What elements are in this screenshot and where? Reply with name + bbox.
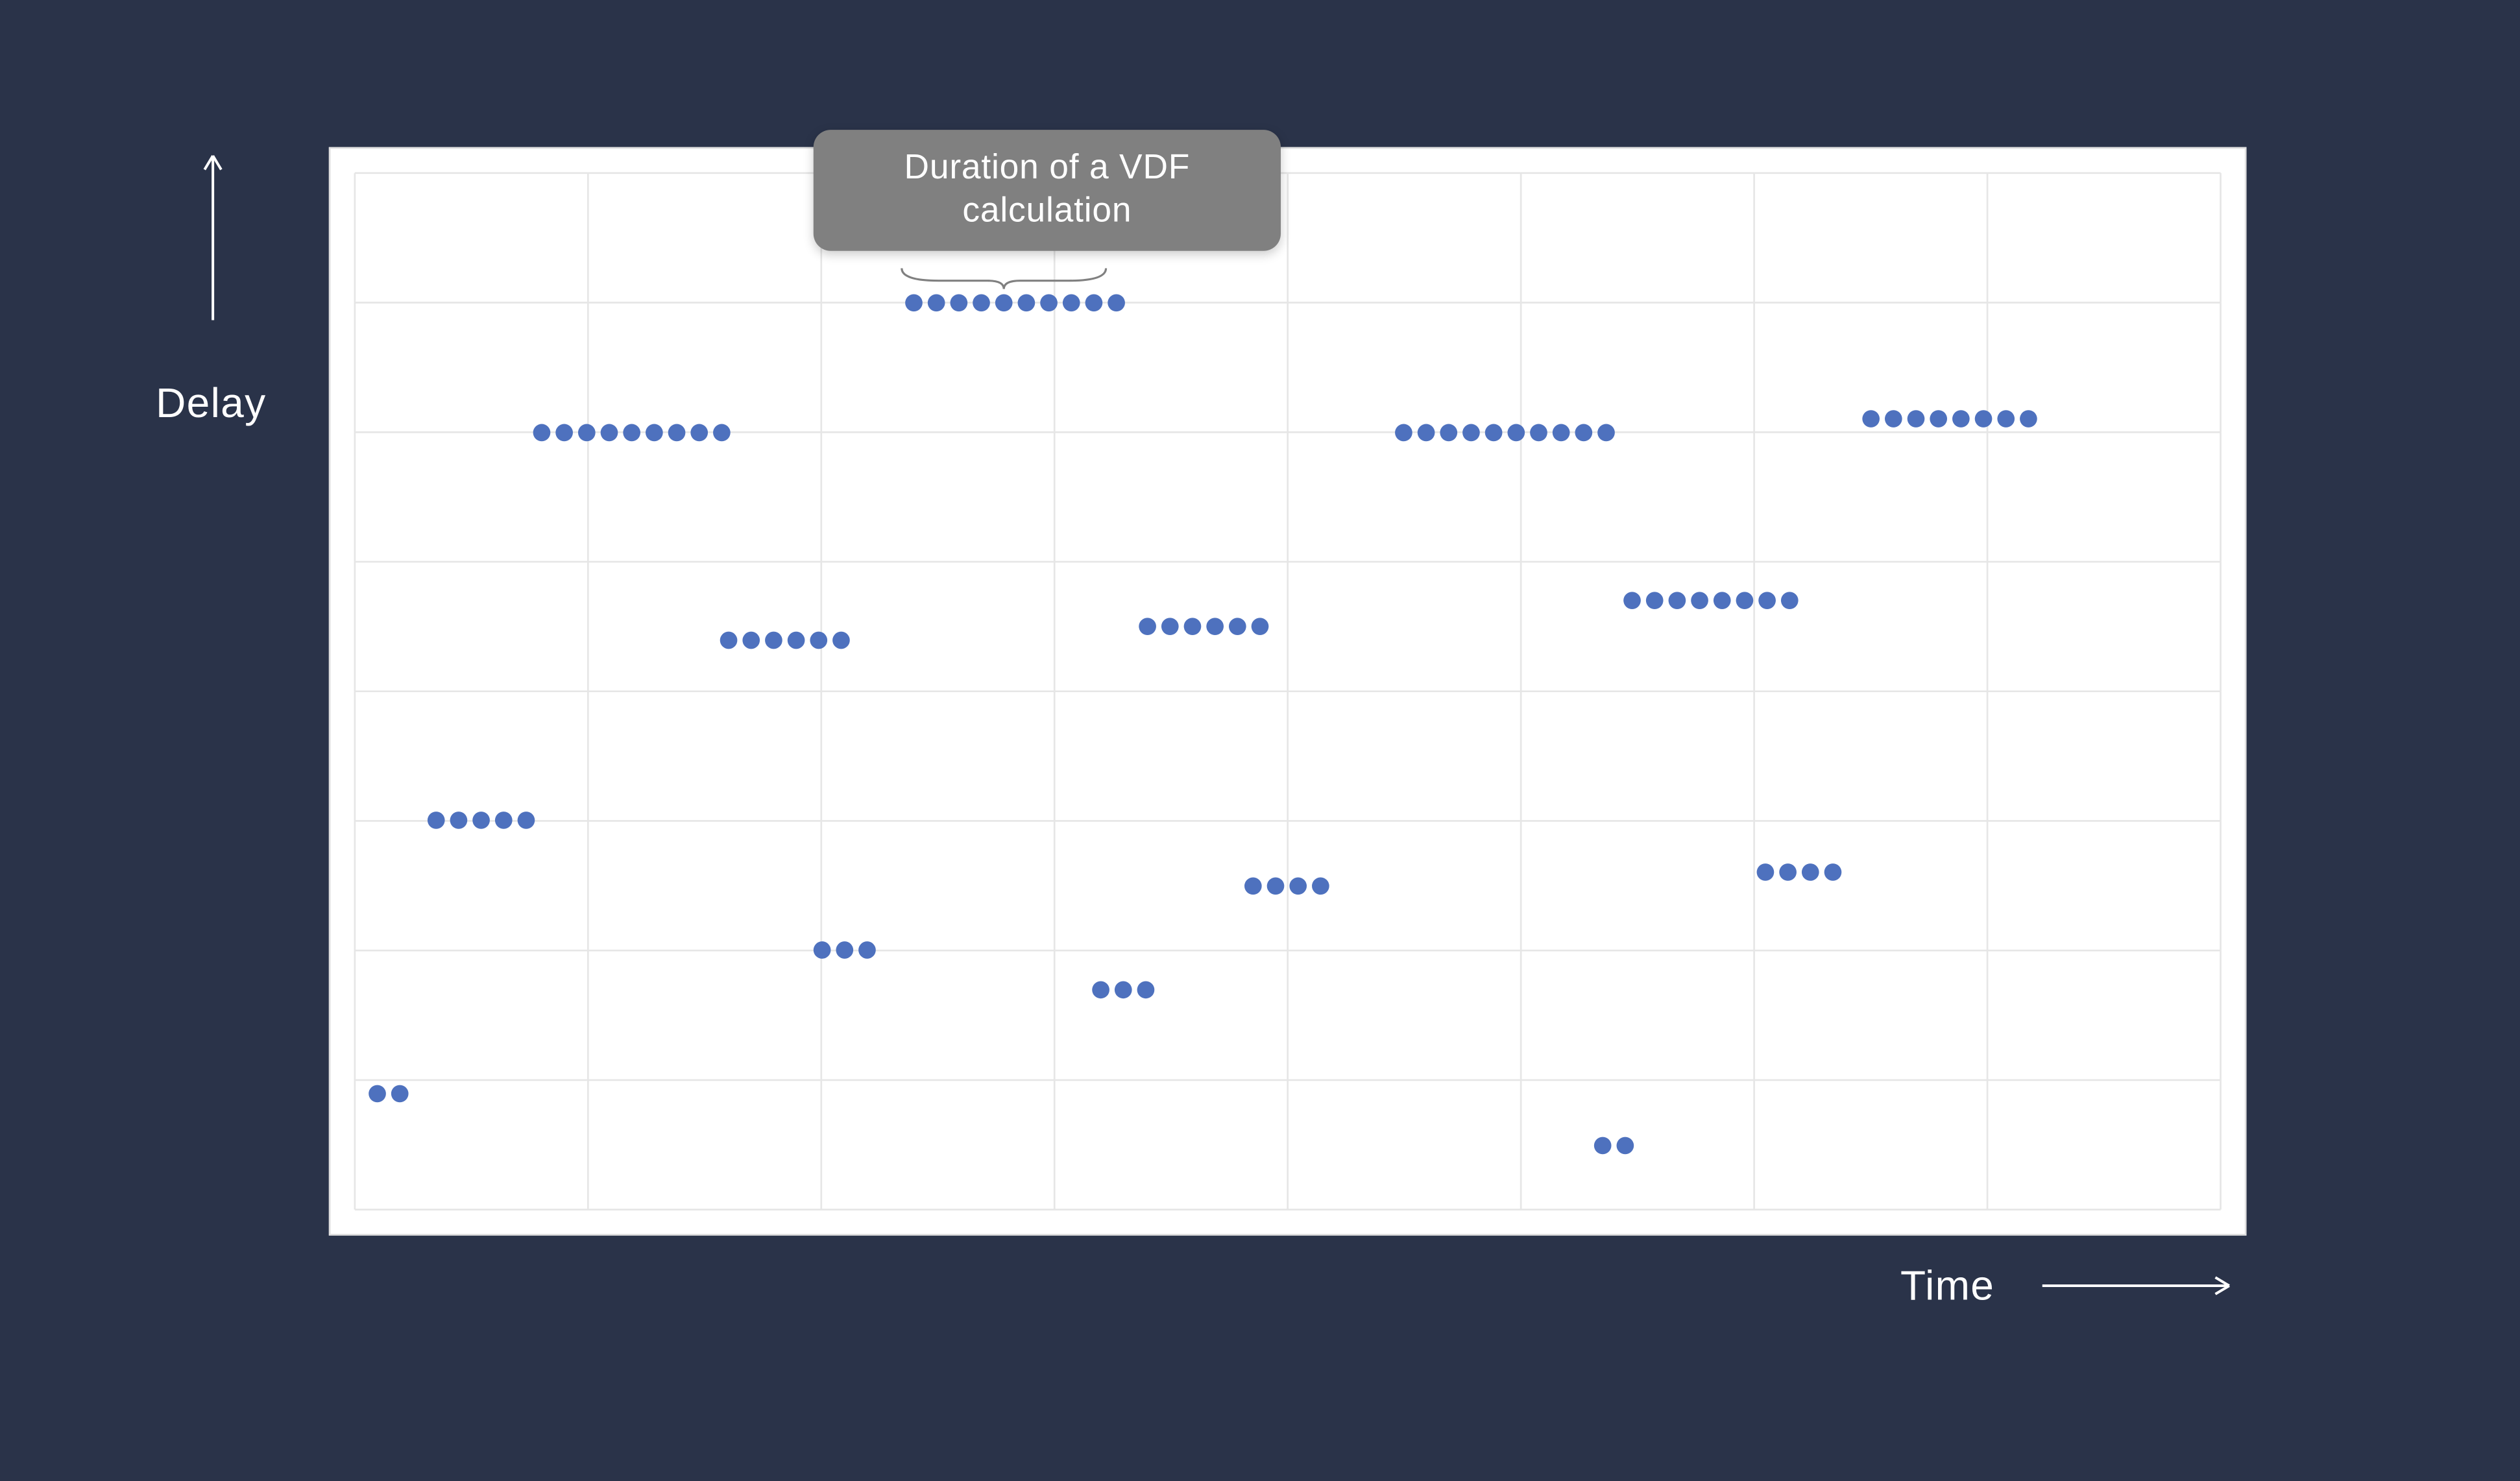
data-dot [1207, 618, 1224, 635]
data-dot [1782, 592, 1799, 610]
data-dot [1576, 424, 1593, 441]
data-dot [720, 631, 737, 648]
data-dot [809, 631, 827, 648]
data-dot [1669, 592, 1687, 610]
data-dot [1463, 424, 1481, 441]
data-dot [1553, 424, 1571, 441]
data-dot [1440, 424, 1458, 441]
data-dot [1289, 877, 1307, 895]
y-axis-label: Delay [156, 381, 266, 429]
data-dot [1780, 864, 1797, 882]
data-dot [600, 424, 618, 441]
data-dot [518, 812, 535, 830]
data-dot [1997, 411, 2015, 428]
data-dot [1184, 618, 1202, 635]
data-dot [1139, 618, 1157, 635]
data-dot [1266, 877, 1284, 895]
x-axis-arrow [2025, 1251, 2246, 1321]
data-dot [787, 631, 805, 648]
data-dot [555, 424, 573, 441]
data-dot [1115, 981, 1132, 998]
data-dot [1508, 424, 1525, 441]
data-dot [832, 631, 849, 648]
data-dot [577, 424, 595, 441]
data-dot [858, 942, 875, 959]
data-dot [764, 631, 782, 648]
chart-grid [331, 149, 2245, 1234]
annotation-brace [884, 259, 1123, 315]
data-dot [1486, 424, 1503, 441]
data-dot [428, 812, 445, 830]
data-dot [1598, 424, 1616, 441]
data-dot [1974, 411, 1992, 428]
data-dot [1759, 592, 1776, 610]
data-dot [1252, 618, 1269, 635]
data-dot [1930, 411, 1947, 428]
y-axis-arrow [178, 138, 248, 337]
data-dot [1311, 877, 1329, 895]
data-dot [1161, 618, 1179, 635]
data-dot [1244, 877, 1261, 895]
data-dot [1531, 424, 1548, 441]
data-dot [1737, 592, 1754, 610]
data-dot [1594, 1136, 1612, 1153]
data-dot [835, 942, 853, 959]
data-dot [473, 812, 491, 830]
data-dot [713, 424, 731, 441]
data-dot [369, 1085, 387, 1102]
chart-stage: Delay Time Duration of a VDF calculation [0, 0, 2520, 1412]
data-dot [1714, 592, 1732, 610]
chart-panel [329, 147, 2247, 1236]
data-dot [1907, 411, 1924, 428]
data-dot [392, 1085, 409, 1102]
data-dot [812, 942, 830, 959]
data-dot [1418, 424, 1436, 441]
data-dot [1757, 864, 1775, 882]
data-dot [1396, 424, 1413, 441]
data-dot [742, 631, 759, 648]
data-dot [1824, 864, 1842, 882]
data-dot [495, 812, 513, 830]
data-dot [1624, 592, 1642, 610]
annotation-line2: calculation [962, 192, 1132, 230]
data-dot [1616, 1136, 1634, 1153]
data-dot [1802, 864, 1820, 882]
data-dot [2020, 411, 2037, 428]
data-dot [623, 424, 640, 441]
data-dot [1691, 592, 1709, 610]
x-axis-label: Time [1900, 1263, 1994, 1312]
annotation-line1: Duration of a VDF [904, 149, 1191, 187]
data-dot [645, 424, 662, 441]
data-dot [1647, 592, 1664, 610]
data-dot [533, 424, 550, 441]
data-dot [1885, 411, 1902, 428]
data-dot [1229, 618, 1246, 635]
data-dot [690, 424, 708, 441]
data-dot [450, 812, 468, 830]
data-dot [1137, 981, 1155, 998]
data-dot [1093, 981, 1110, 998]
annotation-box: Duration of a VDF calculation [814, 130, 1281, 251]
data-dot [668, 424, 685, 441]
data-dot [1952, 411, 1970, 428]
data-dot [1862, 411, 1880, 428]
